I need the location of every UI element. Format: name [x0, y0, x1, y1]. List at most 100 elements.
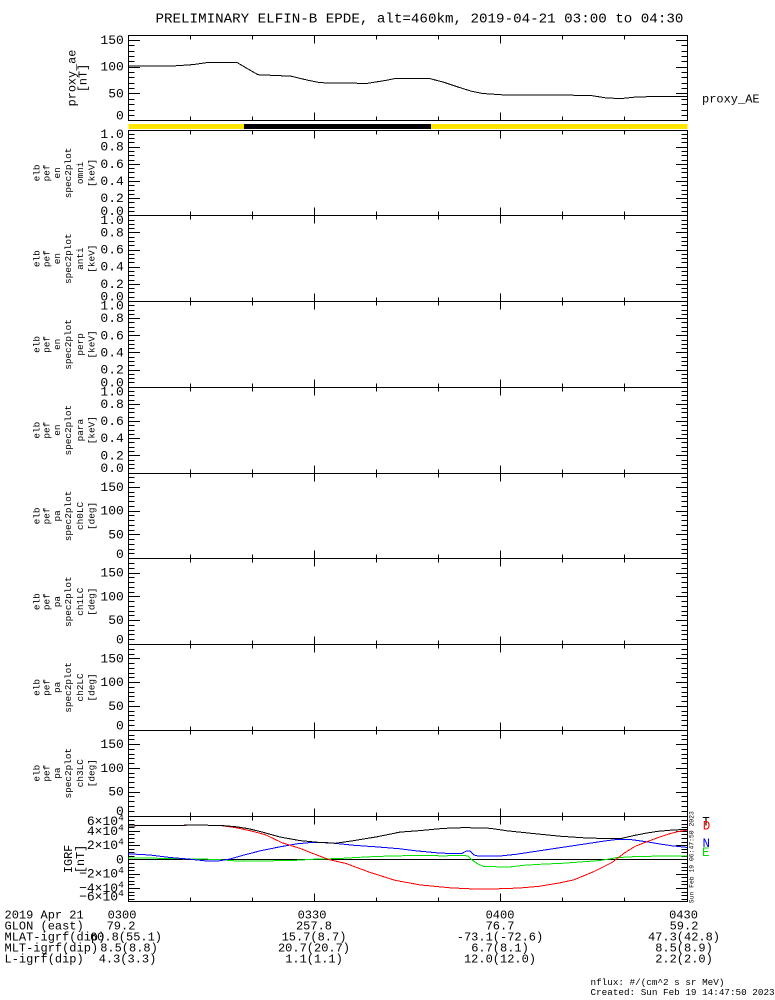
svg-text:100: 100 [100, 761, 123, 776]
svg-text:ch3LC: ch3LC [75, 759, 86, 788]
svg-text:pef: pef [42, 421, 53, 438]
svg-text:20.7(20.7): 20.7(20.7) [278, 942, 350, 956]
svg-text:[deg]: [deg] [87, 673, 98, 701]
svg-text:proxy_ae: proxy_ae [66, 50, 80, 107]
svg-text:0.2: 0.2 [100, 277, 123, 292]
svg-text:0.2: 0.2 [100, 363, 123, 378]
svg-text:−2×104: −2×104 [79, 865, 124, 882]
svg-text:N: N [702, 837, 710, 851]
svg-text:257.8: 257.8 [296, 920, 332, 934]
svg-text:D: D [703, 820, 711, 834]
svg-text:0.2: 0.2 [100, 191, 123, 206]
svg-text:0430: 0430 [669, 909, 698, 923]
svg-text:spec2plot: spec2plot [63, 319, 74, 370]
svg-text:pa: pa [52, 510, 63, 522]
svg-text:elb: elb [32, 507, 43, 524]
svg-text:spec2plot: spec2plot [63, 491, 74, 542]
svg-text:proxy_AE: proxy_AE [702, 93, 760, 107]
svg-text:elb: elb [32, 164, 43, 181]
svg-text:spec2plot: spec2plot [63, 662, 74, 713]
svg-text:pa: pa [52, 681, 63, 693]
svg-text:12.0(12.0): 12.0(12.0) [464, 953, 536, 967]
svg-text:0.6: 0.6 [100, 157, 123, 172]
svg-text:nflux: #/(cm^2 s sr MeV): nflux: #/(cm^2 s sr MeV) [591, 977, 725, 988]
svg-text:para: para [75, 419, 86, 442]
svg-text:L-igrf(dip): L-igrf(dip) [5, 953, 84, 967]
svg-text:47.3(42.8): 47.3(42.8) [648, 931, 720, 945]
svg-text:elb: elb [32, 679, 43, 696]
svg-text:MLAT-igrf(dip): MLAT-igrf(dip) [5, 931, 106, 945]
svg-text:1.0: 1.0 [100, 127, 123, 142]
svg-text:0.4: 0.4 [100, 174, 124, 189]
svg-text:Sun Feb 19 06:47:50 2023: Sun Feb 19 06:47:50 2023 [688, 811, 695, 903]
svg-text:0: 0 [116, 852, 124, 867]
svg-text:0400: 0400 [486, 909, 515, 923]
svg-text:en: en [52, 253, 63, 264]
svg-text:50: 50 [108, 785, 124, 800]
svg-text:ch1LC: ch1LC [75, 587, 86, 616]
svg-text:[deg]: [deg] [87, 502, 98, 530]
svg-text:0.0: 0.0 [100, 461, 123, 476]
svg-text:0.2: 0.2 [100, 448, 123, 463]
svg-text:1.0: 1.0 [100, 384, 123, 399]
svg-text:pa: pa [52, 767, 63, 779]
svg-text:4×104: 4×104 [87, 822, 124, 839]
svg-text:en: en [52, 167, 63, 178]
svg-text:150: 150 [100, 651, 123, 666]
svg-text:0.0: 0.0 [100, 204, 123, 219]
svg-text:50: 50 [108, 86, 124, 101]
svg-text:[deg]: [deg] [87, 759, 98, 787]
svg-text:spec2plot: spec2plot [63, 576, 74, 627]
svg-text:GLON (east): GLON (east) [5, 920, 84, 934]
svg-text:100: 100 [100, 675, 123, 690]
svg-text:0.8: 0.8 [100, 397, 123, 412]
svg-text:[keV]: [keV] [87, 245, 98, 273]
svg-text:E: E [702, 846, 710, 860]
svg-text:0.6: 0.6 [100, 243, 123, 258]
svg-text:0.8: 0.8 [100, 140, 123, 155]
svg-text:8.5(8.9): 8.5(8.9) [655, 942, 713, 956]
svg-text:pef: pef [42, 507, 53, 524]
svg-text:50: 50 [108, 613, 124, 628]
svg-text:6×104: 6×104 [87, 812, 124, 829]
svg-text:spec2plot: spec2plot [63, 233, 74, 284]
svg-text:0: 0 [116, 109, 124, 124]
svg-text:elb: elb [32, 765, 43, 782]
svg-text:elb: elb [32, 336, 43, 353]
svg-text:59.2: 59.2 [670, 920, 699, 934]
svg-text:60.8(55.1): 60.8(55.1) [90, 931, 162, 945]
svg-text:0: 0 [116, 718, 124, 733]
svg-text:[keV]: [keV] [87, 416, 98, 444]
svg-text:0: 0 [116, 633, 124, 648]
svg-text:8.5(8.8): 8.5(8.8) [100, 942, 158, 956]
svg-text:[nT]: [nT] [74, 845, 88, 873]
svg-text:elb: elb [32, 593, 43, 610]
svg-text:76.7: 76.7 [486, 920, 515, 934]
svg-text:0.4: 0.4 [100, 431, 124, 446]
svg-text:T: T [702, 816, 710, 830]
svg-text:0.0: 0.0 [100, 375, 123, 390]
svg-text:[keV]: [keV] [87, 330, 98, 358]
svg-text:spec2plot: spec2plot [63, 148, 74, 199]
svg-text:100: 100 [100, 504, 123, 519]
svg-text:perp: perp [75, 333, 86, 356]
svg-text:150: 150 [100, 566, 123, 581]
svg-text:ch2LC: ch2LC [75, 673, 86, 702]
svg-text:15.7(8.7): 15.7(8.7) [282, 931, 347, 945]
svg-text:50: 50 [108, 699, 124, 714]
svg-text:4.3(3.3): 4.3(3.3) [99, 953, 157, 967]
svg-text:0: 0 [116, 804, 124, 819]
svg-text:2×104: 2×104 [87, 836, 124, 853]
svg-text:Created: Sun Feb 19 14:47:50 2: Created: Sun Feb 19 14:47:50 2023 [591, 987, 775, 998]
svg-text:pef: pef [42, 593, 53, 610]
svg-text:omni: omni [75, 161, 86, 184]
svg-text:[nT]: [nT] [77, 64, 91, 92]
svg-text:anti: anti [75, 247, 86, 270]
svg-text:6.7(8.1): 6.7(8.1) [471, 942, 529, 956]
svg-text:2019 Apr 21: 2019 Apr 21 [5, 909, 84, 923]
svg-text:spec2plot: spec2plot [63, 405, 74, 456]
svg-text:0.6: 0.6 [100, 328, 123, 343]
svg-text:en: en [52, 424, 63, 435]
svg-text:50: 50 [108, 527, 124, 542]
svg-text:0300: 0300 [108, 909, 137, 923]
